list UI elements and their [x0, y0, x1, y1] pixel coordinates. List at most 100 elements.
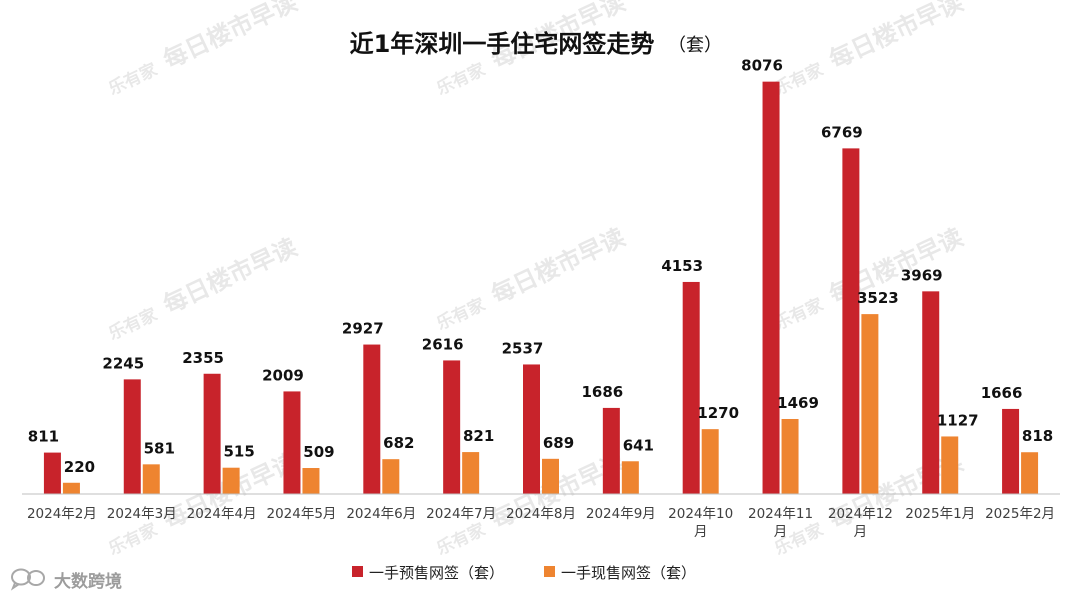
watermark-slogan: 每日楼市早读 [487, 223, 629, 309]
data-label-existing: 3523 [857, 289, 899, 307]
x-axis-ticks: 2024年2月 2024年3月 2024年4月 2024年5月 2024年6月 2024年… [27, 506, 1055, 540]
bar-existing [861, 314, 879, 494]
logo-text: 大数跨境 [54, 571, 122, 592]
data-label-presale: 2616 [422, 335, 464, 353]
data-label-existing: 220 [64, 458, 95, 476]
data-label-existing: 818 [1022, 427, 1053, 445]
legend-swatch [352, 566, 363, 577]
bar-presale [43, 452, 61, 494]
data-label-existing: 1469 [777, 394, 819, 412]
category-group: 2009 509 [262, 366, 335, 494]
legend-label: 一手现售网签（套） [561, 564, 696, 582]
legend-label: 一手预售网签（套） [369, 564, 504, 582]
data-label-presale: 8076 [741, 57, 783, 75]
source-logo: 大数跨境 [10, 568, 122, 592]
x-tick-label: 2024年9月 [586, 506, 656, 522]
category-group: 3969 1127 [901, 266, 979, 494]
x-tick-label: 2024年12 [828, 506, 893, 522]
data-label-presale: 4153 [661, 257, 703, 275]
watermark-brand: 乐有家 [433, 294, 488, 335]
bar-existing [781, 418, 799, 494]
bar-presale [443, 360, 461, 494]
chart-title: 近1年深圳一手住宅网签走势 [350, 30, 655, 58]
legend-item: 一手现售网签（套） [544, 564, 696, 582]
data-label-presale: 2537 [502, 339, 544, 357]
watermark-slogan: 每日楼市早读 [159, 233, 301, 319]
bar-existing [462, 452, 480, 494]
watermark-brand: 乐有家 [433, 59, 488, 100]
category-group: 1666 818 [981, 384, 1053, 494]
data-label-presale: 2355 [182, 349, 224, 367]
data-label-existing: 1127 [937, 411, 979, 429]
bar-presale [523, 364, 540, 494]
data-label-existing: 515 [223, 443, 254, 461]
category-group: 2616 821 [422, 335, 494, 494]
data-label-existing: 581 [144, 439, 175, 457]
x-tick-label: 月 [774, 524, 788, 540]
watermark-brand: 乐有家 [105, 519, 160, 560]
data-label-presale: 811 [28, 428, 59, 446]
data-label-presale: 3969 [901, 266, 943, 284]
bar-presale [203, 373, 221, 494]
legend-swatch [544, 566, 555, 577]
data-label-existing: 641 [623, 436, 654, 454]
bar-presale [363, 344, 381, 494]
category-group: 4153 1270 [661, 257, 739, 494]
bar-existing [621, 461, 639, 494]
x-tick-label: 2024年2月 [27, 506, 97, 522]
bar-existing [142, 464, 160, 494]
category-group: 2927 682 [342, 320, 414, 494]
bar-presale [602, 407, 620, 494]
bar-existing [302, 468, 320, 494]
data-label-existing: 682 [383, 434, 414, 452]
bar-presale [762, 81, 780, 495]
category-group: 8076 1469 [741, 57, 819, 495]
watermark-brand: 乐有家 [105, 59, 160, 100]
data-label-existing: 821 [463, 427, 494, 445]
category-group: 2537 689 [502, 339, 574, 494]
plot-area: 811 220 2245 581 2355 515 2009 509 2927 682 2616 82… [28, 57, 1053, 495]
data-label-presale: 2009 [262, 366, 304, 384]
data-label-presale: 6769 [821, 123, 863, 141]
x-tick-label: 2024年6月 [346, 506, 416, 522]
x-tick-label: 月 [694, 524, 708, 540]
x-tick-label: 2024年11 [748, 506, 813, 522]
bar-presale [922, 291, 940, 494]
category-group: 811 220 [28, 428, 95, 494]
data-label-presale: 1686 [581, 383, 623, 401]
data-label-presale: 1666 [981, 384, 1023, 402]
bar-presale [123, 379, 141, 494]
bar-existing [62, 482, 80, 494]
watermark-brand: 乐有家 [433, 519, 488, 560]
data-label-existing: 509 [303, 443, 334, 461]
x-tick-label: 2024年10 [668, 506, 733, 522]
x-tick-label: 2025年2月 [985, 506, 1055, 522]
x-tick-label: 2024年7月 [426, 506, 496, 522]
x-tick-label: 2024年8月 [506, 506, 576, 522]
data-label-presale: 2245 [102, 354, 144, 372]
data-label-presale: 2927 [342, 320, 384, 338]
x-tick-label: 2024年5月 [266, 506, 336, 522]
legend-item: 一手预售网签（套） [352, 564, 504, 582]
watermark-slogan: 每日楼市早读 [825, 0, 967, 74]
data-label-existing: 1270 [697, 404, 739, 422]
bar-existing [701, 429, 719, 494]
data-label-existing: 689 [543, 434, 574, 452]
bar-existing [222, 467, 240, 494]
watermark-slogan: 每日楼市早读 [159, 0, 301, 74]
x-tick-label: 2024年3月 [107, 506, 177, 522]
wechat-bubble-icon [10, 568, 45, 591]
x-tick-label: 2024年4月 [187, 506, 257, 522]
legend: 一手预售网签（套） 一手现售网签（套） [352, 564, 696, 582]
bar-existing [941, 436, 959, 494]
category-group: 2355 515 [182, 349, 255, 494]
chart-title-unit: （套） [668, 35, 722, 56]
bar-presale [283, 391, 301, 494]
category-group: 6769 3523 [821, 123, 899, 495]
bar-presale [682, 281, 700, 494]
